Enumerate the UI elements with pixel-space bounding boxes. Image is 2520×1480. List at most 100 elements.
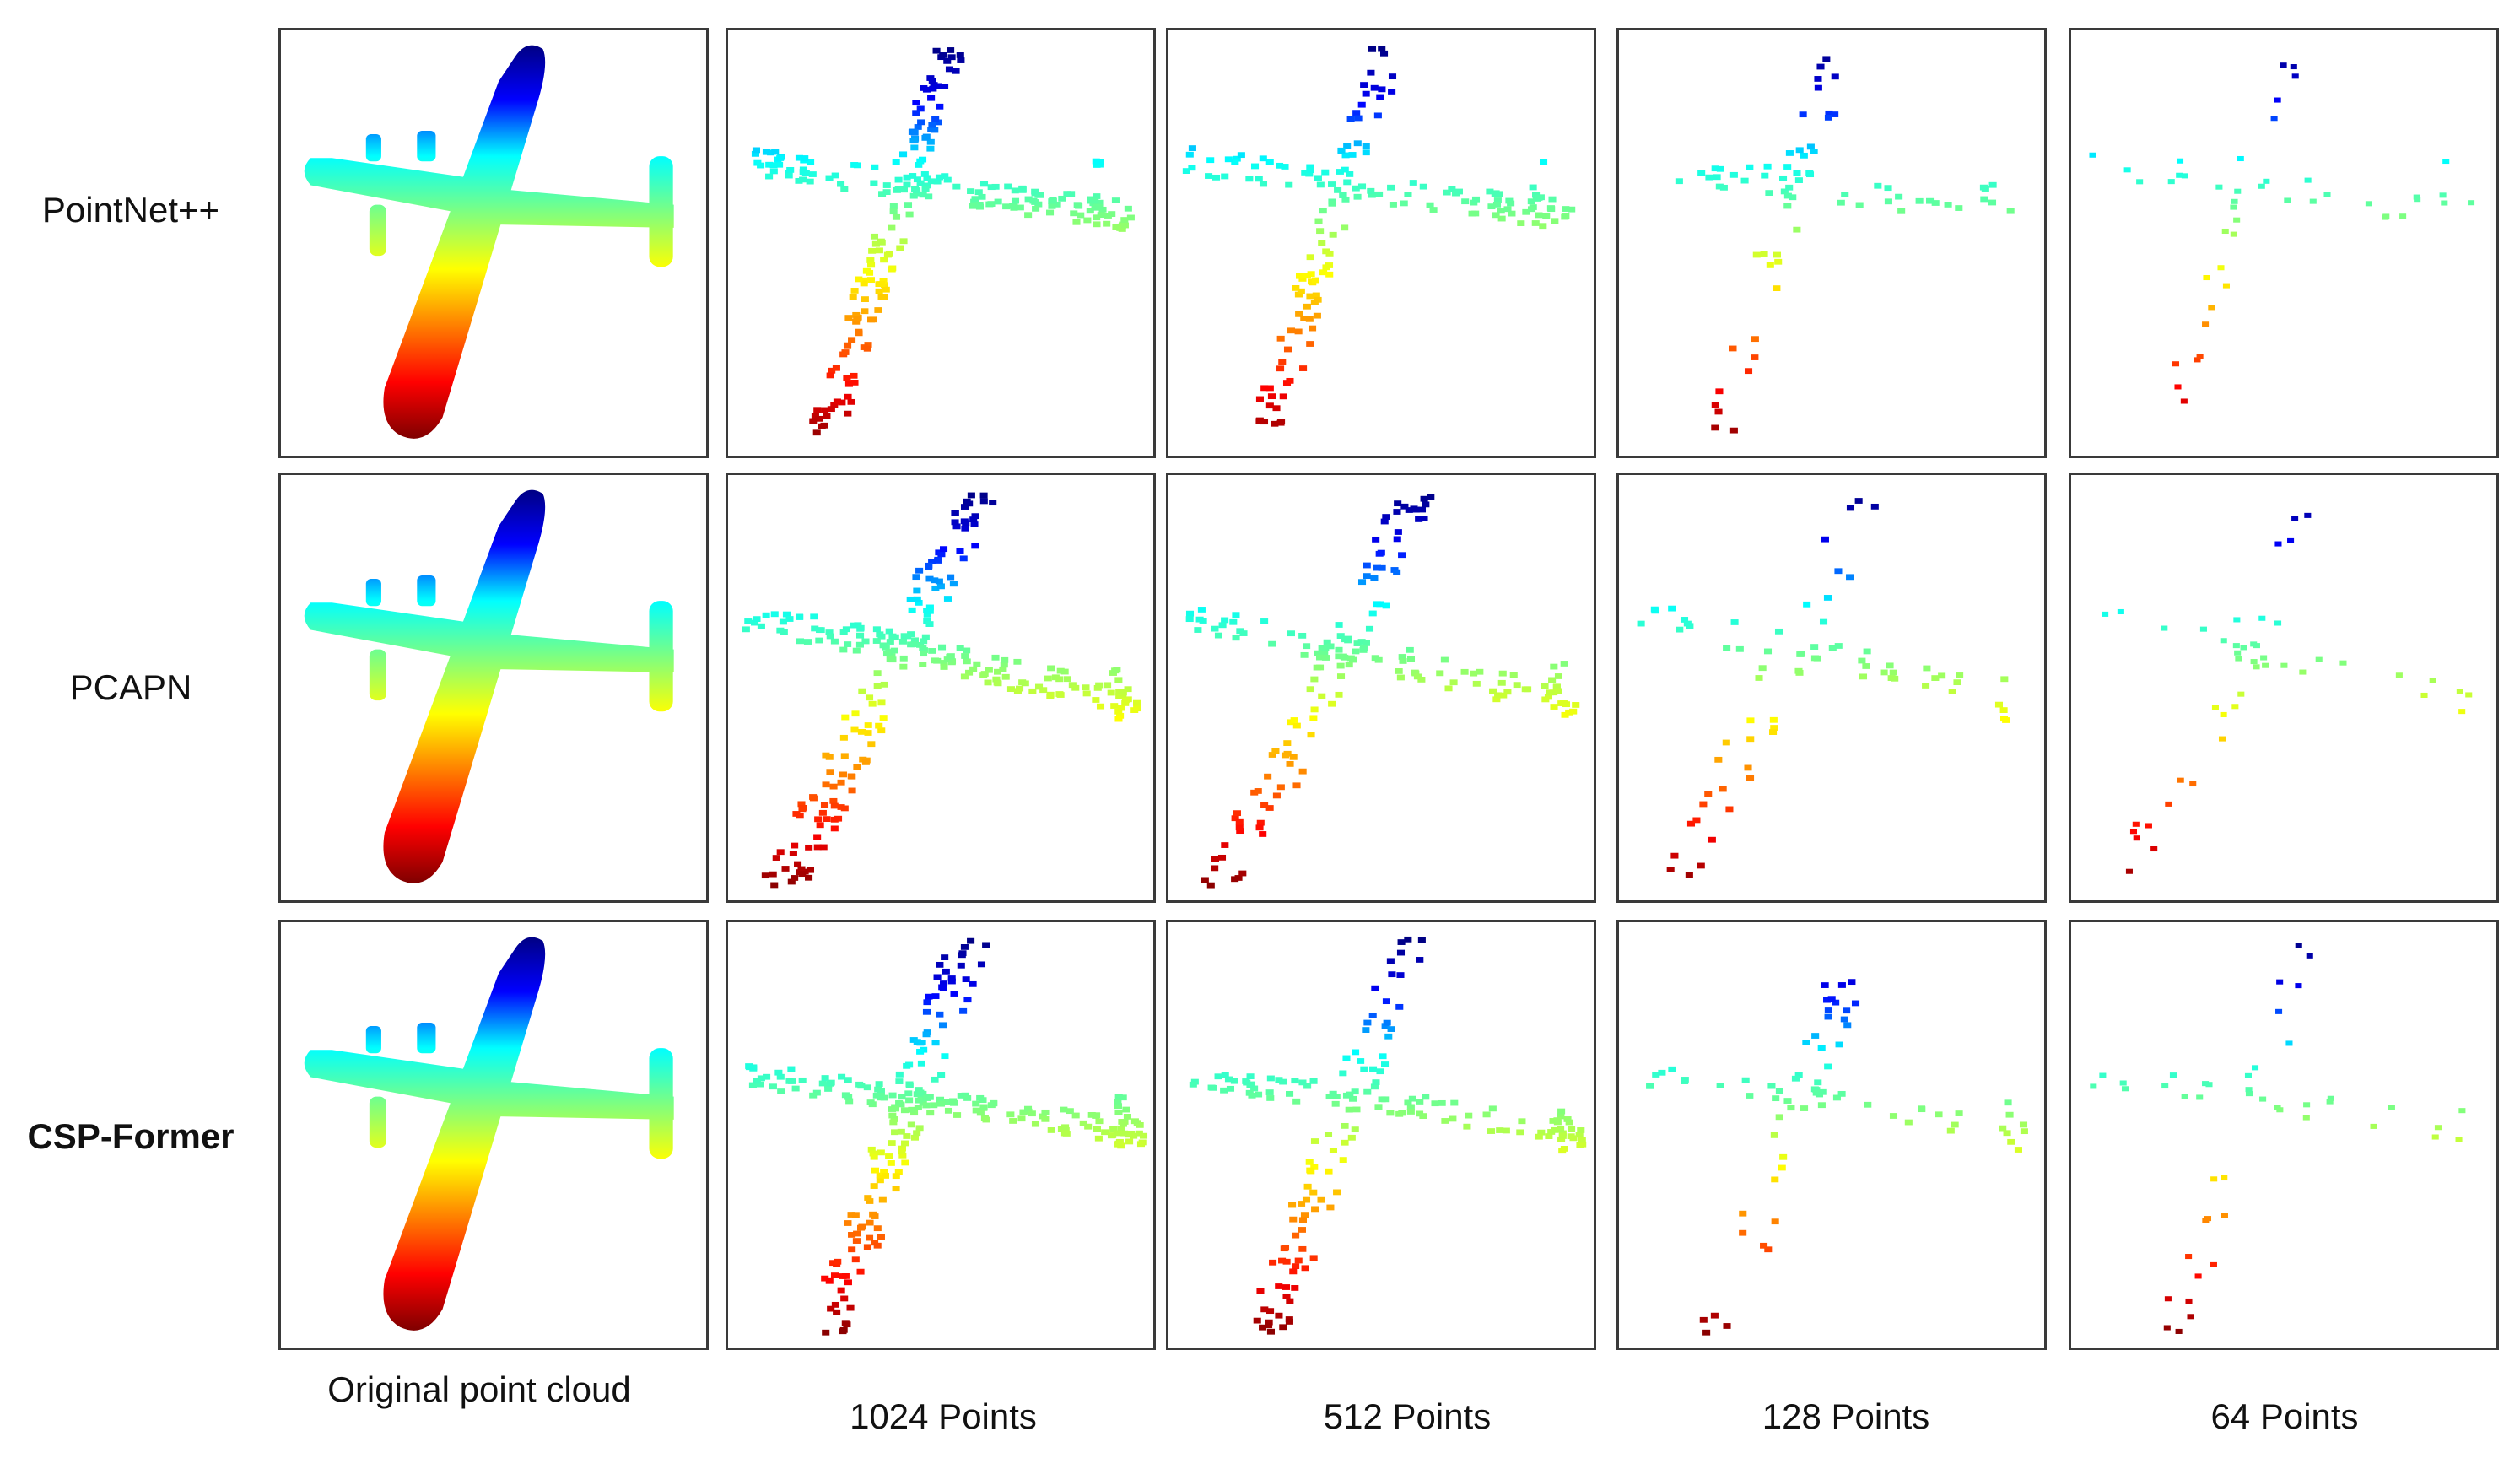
cloud-point <box>939 546 948 553</box>
cloud-point <box>1775 1114 1783 1121</box>
cloud-point <box>1055 691 1064 697</box>
cloud-point <box>936 961 944 968</box>
cloud-point <box>1553 1117 1562 1124</box>
cloud-point <box>928 122 936 128</box>
cloud-point <box>877 294 886 300</box>
cloud-point <box>1118 689 1127 694</box>
panel-csp-former-64 <box>2069 920 2499 1350</box>
cloud-point <box>1301 170 1309 176</box>
cloud-point <box>1375 191 1384 197</box>
cloud-point <box>898 1145 906 1152</box>
cloud-point <box>1444 685 1453 692</box>
cloud-point <box>1368 610 1377 617</box>
cloud-point <box>856 1268 865 1275</box>
cloud-point <box>2164 1296 2172 1302</box>
cloud-point <box>843 375 851 381</box>
cloud-point <box>1093 193 1101 199</box>
cloud-point <box>940 660 948 666</box>
cloud-point <box>931 1076 939 1083</box>
cloud-point <box>947 653 955 659</box>
cloud-point <box>1789 194 1797 201</box>
cloud-point <box>985 667 993 673</box>
cloud-point <box>2276 979 2284 985</box>
cloud-point <box>1362 640 1370 646</box>
cloud-point <box>1307 732 1315 738</box>
cloud-point <box>1955 205 1963 211</box>
cloud-point <box>947 975 956 981</box>
cloud-point <box>1114 1099 1122 1105</box>
cloud-point <box>1058 195 1066 202</box>
cloud-point <box>935 174 944 181</box>
cloud-point <box>1378 86 1386 93</box>
cloud-point <box>1300 315 1309 321</box>
cloud-point <box>951 510 959 516</box>
cloud-point <box>1114 716 1123 722</box>
cloud-point <box>881 1173 890 1179</box>
cloud-point <box>1254 788 1262 794</box>
cloud-point <box>1028 1110 1036 1117</box>
cloud-point <box>1999 716 2009 722</box>
cloud-point <box>1084 1123 1093 1130</box>
cloud-point <box>1266 1095 1275 1101</box>
cloud-point <box>851 1212 860 1218</box>
cloud-point <box>809 1092 818 1099</box>
cloud-point <box>1339 653 1347 660</box>
cloud-point <box>753 1078 761 1084</box>
cloud-point <box>937 551 946 558</box>
cloud-point <box>1388 971 1396 978</box>
cloud-point <box>1817 1102 1826 1109</box>
cloud-point <box>781 866 790 872</box>
cloud-point <box>2291 516 2299 521</box>
panel-pcapn-128 <box>1616 473 2047 903</box>
cloud-point <box>1306 167 1314 173</box>
cloud-point <box>1496 1127 1504 1133</box>
cloud-point <box>882 182 891 188</box>
cloud-point <box>943 596 952 602</box>
cloud-point <box>1119 1121 1127 1127</box>
cloud-point <box>942 968 950 975</box>
cloud-point <box>928 78 936 84</box>
cloud-point <box>1980 196 1988 203</box>
cloud-point <box>1123 1114 1131 1120</box>
cloud-point <box>1231 876 1239 883</box>
cloud-point <box>1093 214 1101 221</box>
cloud-point <box>1041 1109 1050 1115</box>
cloud-point <box>842 626 850 633</box>
cloud-point <box>1279 393 1287 400</box>
cloud-point <box>853 764 861 770</box>
cloud-point <box>1681 1077 1689 1083</box>
cloud-point <box>1381 1096 1390 1103</box>
cloud-point <box>1670 852 1679 859</box>
cloud-point <box>833 398 841 405</box>
cloud-point <box>1242 1078 1250 1084</box>
cloud-point <box>1810 149 1818 154</box>
cloud-point <box>866 277 875 284</box>
cloud-point <box>1553 688 1562 694</box>
cloud-point <box>1382 514 1390 520</box>
cloud-point <box>831 172 839 179</box>
cloud-point <box>1272 405 1281 412</box>
cloud-point <box>1370 1083 1379 1090</box>
airplane-left-wing <box>304 158 498 219</box>
cloud-point <box>1925 197 1935 204</box>
cloud-point <box>1341 166 1349 173</box>
cloud-point <box>857 1083 866 1089</box>
cloud-point <box>1253 1317 1261 1324</box>
cloud-point <box>888 266 896 273</box>
cloud-point <box>2119 1080 2127 1086</box>
cloud-point <box>871 1240 879 1246</box>
cloud-point <box>938 1022 947 1029</box>
cloud-point <box>953 1112 962 1118</box>
cloud-point <box>1387 1026 1395 1032</box>
cloud-point <box>1072 219 1081 225</box>
cloud-point <box>2270 116 2278 122</box>
cloud-point <box>1535 195 1543 201</box>
cloud-point <box>1346 171 1354 177</box>
cloud-point <box>1032 205 1040 212</box>
cloud-point <box>1292 722 1301 729</box>
cloud-point <box>1096 703 1105 710</box>
cloud-point <box>2263 178 2270 184</box>
cloud-point <box>1346 116 1355 122</box>
cloud-point <box>916 105 925 112</box>
cloud-point <box>851 710 860 717</box>
